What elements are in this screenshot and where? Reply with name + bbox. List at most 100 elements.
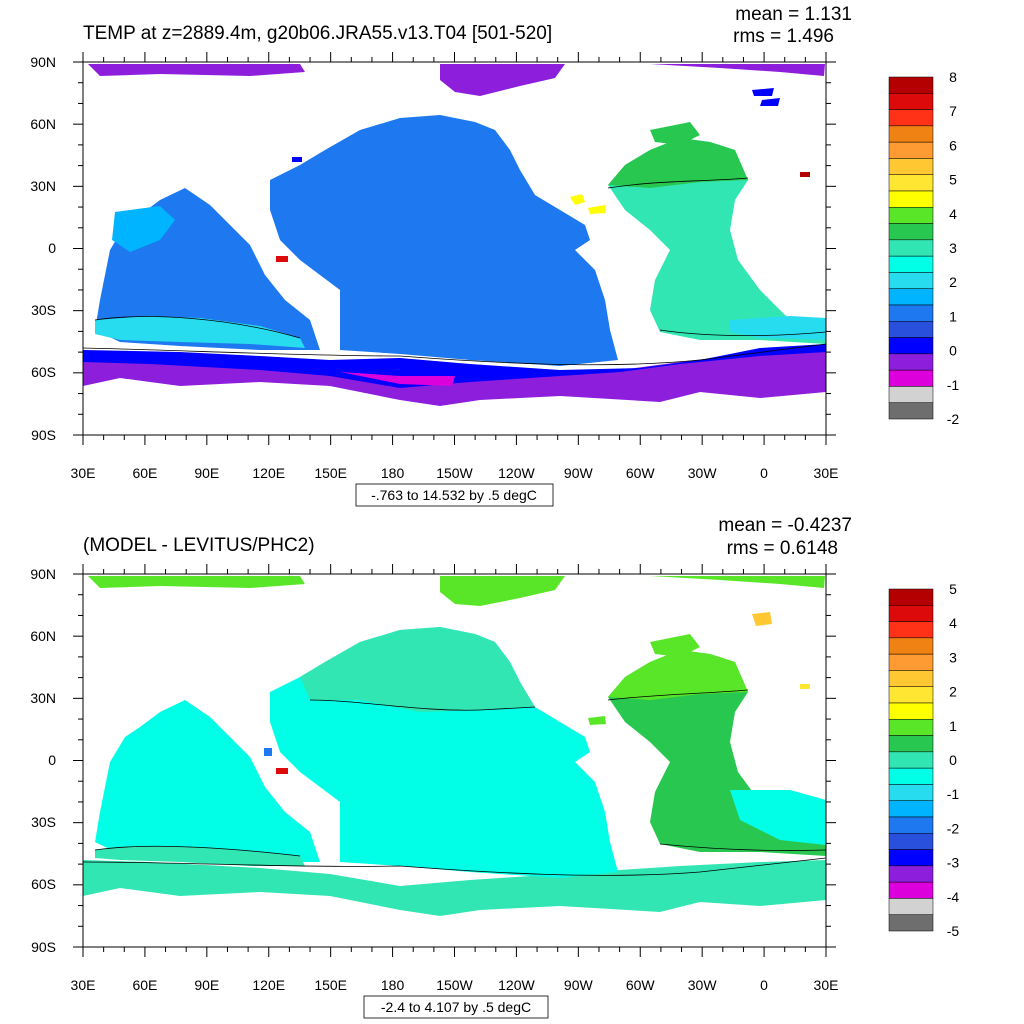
ocean-field — [83, 574, 826, 947]
red-spot — [276, 256, 288, 262]
colorbar-label: -2 — [947, 411, 960, 427]
lat-label: 90S — [31, 427, 56, 443]
lat-label: 0 — [48, 240, 56, 256]
colorbar-swatch — [888, 255, 934, 273]
med-spot — [800, 684, 810, 689]
range-label: -.763 to 14.532 by .5 degC — [371, 487, 537, 503]
colorbar-label: 2 — [949, 274, 957, 290]
colorbar-swatch — [888, 588, 934, 606]
lat-label: 60N — [30, 628, 56, 644]
arabian-patch — [112, 206, 175, 252]
lon-label: 90E — [194, 977, 219, 993]
colorbar-swatch — [888, 816, 934, 834]
colorbar-swatch — [888, 190, 934, 208]
axis-ticks — [73, 52, 836, 445]
range-box: -.763 to 14.532 by .5 degC — [355, 483, 554, 507]
colorbar-label: 3 — [949, 649, 957, 665]
colorbar-label: 3 — [949, 240, 957, 256]
blue-spot — [264, 748, 272, 756]
gulf-yellow — [570, 194, 606, 214]
colorbar-swatch — [888, 288, 934, 306]
arctic-green-patch — [650, 122, 700, 145]
atlantic-ocean-region — [608, 650, 826, 856]
lon-label: 150W — [436, 977, 473, 993]
lon-label: 150E — [314, 465, 347, 481]
lon-label: 120W — [498, 977, 535, 993]
lon-label: 30E — [814, 465, 839, 481]
arctic-ocean-region — [88, 64, 825, 96]
colorbar: 5 4 3 2 1 0 -1 -2 -3 -4 -5 — [888, 581, 960, 939]
southern-ocean-region — [83, 350, 826, 406]
rms-label: rms = 1.496 — [733, 26, 834, 47]
colorbar-swatch — [888, 141, 934, 159]
colorbar-swatch — [888, 402, 934, 420]
mean-label: mean = -0.4237 — [718, 515, 852, 536]
colorbar-swatch — [888, 109, 934, 127]
colorbar-label: 7 — [949, 103, 957, 119]
colorbar-swatch — [888, 702, 934, 720]
colorbar-swatch — [888, 735, 934, 753]
lon-label: 180 — [381, 465, 405, 481]
lat-label: 90S — [31, 939, 56, 955]
colorbar-swatch — [888, 670, 934, 687]
pacific-teal-north — [300, 627, 535, 712]
lon-label: 30E — [814, 977, 839, 993]
colorbar-label: 5 — [949, 581, 957, 597]
colorbar-swatch — [888, 767, 934, 785]
lon-label: 150E — [314, 977, 347, 993]
axis-ticks — [73, 564, 836, 957]
south-atlantic-light — [730, 790, 826, 845]
lon-label: 120W — [498, 465, 535, 481]
lat-label: 60S — [31, 876, 56, 892]
colorbar-swatch — [888, 386, 934, 403]
colorbar-swatch — [888, 865, 934, 883]
panel-temperature: TEMP at z=2889.4m, g20b06.JRA55.v13.T04 … — [30, 4, 960, 507]
dark-blue-band — [83, 344, 826, 388]
colorbar-label: 1 — [949, 718, 957, 734]
colorbar-swatch — [888, 719, 934, 736]
arctic-ocean-region — [88, 576, 825, 606]
panel-title: (MODEL - LEVITUS/PHC2) — [83, 535, 315, 556]
colorbar-label: 4 — [949, 206, 957, 222]
lon-label: 90W — [564, 465, 594, 481]
colorbar-label: 1 — [949, 308, 957, 324]
lon-label: 30W — [688, 465, 718, 481]
colorbar-swatch — [888, 369, 934, 387]
colorbar-swatch — [888, 239, 934, 257]
lon-label: 90E — [194, 465, 219, 481]
southern-ocean-region — [83, 860, 826, 916]
colorbar-label: 0 — [949, 752, 957, 768]
colorbar-label: 4 — [949, 615, 957, 631]
lon-label: 180 — [381, 977, 405, 993]
lon-tick-labels: 30E 60E 90E 120E 150E 180 150W 120W 90W 60W 30W 0 30… — [71, 977, 839, 993]
lat-tick-labels: 90N 60N 30N 0 30S 60S 90S — [30, 54, 56, 443]
colorbar-label: -3 — [947, 855, 960, 871]
colorbar-swatch — [888, 849, 934, 867]
colorbar-label: -4 — [947, 889, 960, 905]
range-box: -2.4 to 4.107 by .5 degC — [363, 995, 549, 1019]
lat-label: 30S — [31, 302, 56, 318]
colorbar-swatch — [888, 321, 934, 338]
med-spot — [800, 172, 810, 177]
indian-ocean-region — [95, 700, 320, 862]
lat-label: 90N — [30, 54, 56, 70]
colorbar-swatch — [888, 304, 934, 322]
colorbar-label: 8 — [949, 69, 957, 85]
colorbar-swatch — [888, 881, 934, 899]
panel-title: TEMP at z=2889.4m, g20b06.JRA55.v13.T04 … — [83, 23, 552, 44]
lon-label: 30E — [71, 977, 96, 993]
colorbar-swatch — [888, 800, 934, 818]
colorbar-swatch — [888, 76, 934, 94]
colorbar-swatch — [888, 637, 934, 655]
lon-label: 60E — [132, 977, 157, 993]
colorbar-swatch — [888, 93, 934, 110]
rms-label: rms = 0.6148 — [727, 538, 838, 559]
north-atlantic-green — [608, 138, 748, 188]
lat-label: 30N — [30, 690, 56, 706]
lat-label: 30S — [31, 814, 56, 830]
colorbar-swatch — [888, 353, 934, 371]
magenta-patch — [340, 372, 455, 386]
lon-tick-labels: 30E 60E 90E 120E 150E 180 150W 120W 90W 60W 30W 0 30… — [71, 465, 839, 481]
colorbar-swatch — [888, 272, 934, 289]
